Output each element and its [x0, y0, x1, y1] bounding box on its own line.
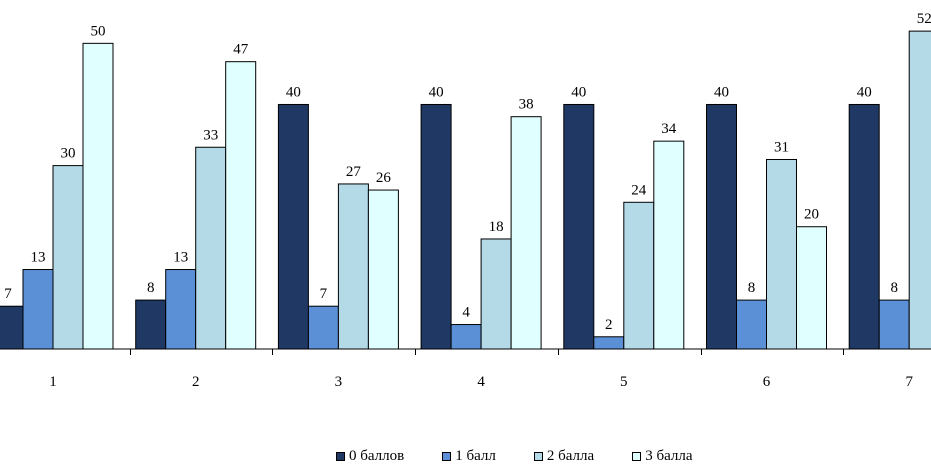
- bar-s3-c3: [510, 116, 542, 350]
- data-label-s2-c4: 24: [631, 182, 647, 198]
- data-label-s0-c6: 40: [857, 84, 872, 100]
- data-label-s2-c1: 33: [203, 127, 218, 143]
- data-label-s3-c2: 26: [376, 170, 392, 186]
- bar-s3-c2: [367, 189, 399, 350]
- bar-s1-c6: [878, 299, 910, 350]
- category-label-5: 6: [763, 374, 771, 390]
- bar-s0-c6: [848, 103, 880, 350]
- legend-label-2: 2 балла: [546, 447, 595, 464]
- data-label-s0-c4: 40: [571, 84, 586, 100]
- legend-label-1: 1 балл: [455, 447, 496, 464]
- bar-s0-c1: [135, 299, 167, 350]
- data-label-s2-c0: 30: [61, 146, 76, 162]
- data-label-s3-c3: 38: [519, 97, 534, 113]
- data-label-s2-c6: 52: [917, 11, 931, 27]
- data-label-s3-c4: 34: [661, 121, 677, 137]
- category-label-3: 4: [477, 374, 485, 390]
- data-label-s2-c3: 18: [489, 219, 504, 235]
- bar-s0-c2: [277, 103, 309, 350]
- legend-swatch-1: [442, 451, 452, 461]
- legend-item-1: 1 балл: [442, 448, 496, 465]
- bar-s1-c4: [593, 336, 625, 350]
- data-label-s1-c5: 8: [748, 280, 756, 296]
- data-label-s1-c3: 4: [462, 305, 470, 321]
- legend-label-0: 0 баллов: [349, 447, 405, 464]
- data-label-s1-c4: 2: [605, 317, 613, 333]
- bar-s3-c5: [796, 226, 827, 350]
- bar-s3-c4: [653, 140, 685, 350]
- bar-s2-c2: [337, 183, 369, 350]
- data-label-s1-c2: 7: [320, 286, 328, 302]
- bar-s0-c5: [706, 103, 737, 350]
- bar-s3-c0: [82, 42, 114, 350]
- bar-s1-c1: [165, 269, 197, 350]
- legend-swatch-3: [632, 451, 642, 461]
- data-label-s2-c5: 31: [774, 139, 789, 155]
- bar-s2-c1: [195, 146, 227, 350]
- legend-item-0: 0 баллов: [336, 448, 404, 465]
- data-label-s1-c0: 13: [31, 250, 46, 266]
- category-label-0: 1: [49, 374, 57, 390]
- data-label-s3-c5: 20: [804, 207, 819, 223]
- bar-s2-c5: [766, 158, 797, 350]
- category-label-4: 5: [620, 374, 628, 390]
- legend-swatch-2: [533, 451, 543, 461]
- bar-s1-c5: [736, 299, 767, 350]
- legend-item-2: 2 балла: [533, 447, 595, 465]
- data-label-s1-c1: 13: [173, 250, 188, 266]
- bar-s3-c1: [225, 61, 257, 350]
- data-label-s0-c2: 40: [286, 84, 301, 100]
- legend-label-3: 3 балла: [645, 447, 693, 464]
- bar-s1-c2: [307, 305, 339, 350]
- bar-s2-c6: [908, 30, 931, 350]
- bar-s0-c0: [0, 305, 24, 350]
- bar-s1-c3: [450, 324, 482, 350]
- legend-item-3: 3 балла: [632, 447, 693, 465]
- data-label-s0-c3: 40: [429, 84, 444, 100]
- bar-s2-c3: [480, 238, 512, 350]
- data-label-s2-c2: 27: [346, 164, 362, 180]
- data-label-s3-c0: 50: [91, 23, 106, 39]
- bar-s0-c3: [420, 103, 452, 350]
- data-label-s0-c0: 7: [4, 286, 12, 302]
- legend-swatch-0: [336, 451, 345, 461]
- legend: 0 баллов 1 балл 2 балла 3 балла: [336, 446, 731, 466]
- data-label-s3-c1: 47: [233, 42, 249, 58]
- data-label-s1-c6: 8: [890, 280, 898, 296]
- bar-s1-c0: [22, 269, 54, 350]
- category-label-6: 7: [905, 374, 913, 390]
- bar-s2-c4: [623, 201, 655, 350]
- bar-s2-c0: [52, 165, 84, 350]
- bar-s0-c4: [563, 103, 595, 350]
- data-label-s0-c5: 40: [714, 84, 729, 100]
- category-label-1: 2: [192, 374, 200, 390]
- category-label-2: 3: [335, 374, 343, 390]
- data-label-s0-c1: 8: [147, 280, 155, 296]
